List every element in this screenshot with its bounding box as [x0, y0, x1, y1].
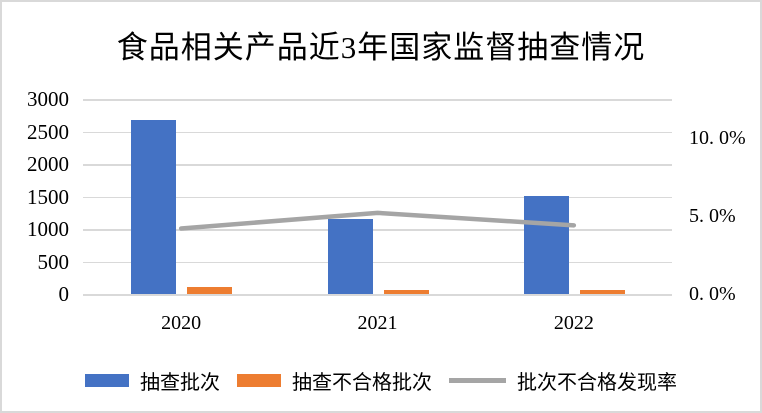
- x-axis-label-2022: 2022: [553, 312, 594, 334]
- legend-swatch-sampled-batches: [85, 374, 129, 387]
- bar-failed-batches-2021: [383, 290, 429, 294]
- left-axis-tick: 0: [58, 282, 70, 306]
- legend-label-sampled-batches: 抽查批次: [140, 372, 220, 394]
- legend-item-failure-rate: 批次不合格发现率: [449, 366, 677, 395]
- line-failure-rate: [178, 210, 577, 231]
- left-axis-tick: 2000: [27, 152, 69, 176]
- gridline: [83, 196, 672, 198]
- legend: 抽查批次 抽查不合格批次 批次不合格发现率: [2, 366, 760, 395]
- bar-failed-batches-2020: [187, 286, 233, 294]
- legend-swatch-failed-batches: [237, 374, 281, 387]
- bar-sampled-batches-2022: [523, 195, 569, 294]
- gridline: [83, 164, 672, 166]
- right-axis-tick: 10. 0%: [689, 127, 746, 149]
- bar-sampled-batches-2021: [327, 218, 373, 294]
- left-axis-tick: 2500: [27, 119, 69, 144]
- x-axis-label-2020: 2020: [161, 312, 202, 334]
- left-axis-tick: 1000: [27, 217, 69, 241]
- gridline: [83, 261, 672, 263]
- legend-label-failed-batches: 抽查不合格批次: [292, 372, 432, 394]
- left-axis-tick: 1500: [27, 184, 69, 209]
- gridline: [83, 131, 672, 133]
- bar-failed-batches-2022: [579, 289, 625, 294]
- chart-title: 食品相关产品近3年国家监督抽查情况: [116, 30, 646, 65]
- gridline: [83, 294, 672, 296]
- left-axis-tick: 500: [37, 249, 70, 274]
- right-axis-tick: 5. 0%: [689, 205, 736, 227]
- left-axis-tick: 3000: [27, 87, 69, 111]
- x-axis-label-2021: 2021: [357, 312, 398, 334]
- legend-item-failed-batches: 抽查不合格批次: [237, 366, 432, 395]
- gridline: [83, 99, 672, 101]
- legend-item-sampled-batches: 抽查批次: [85, 366, 220, 395]
- legend-label-failure-rate: 批次不合格发现率: [517, 372, 677, 394]
- bar-sampled-batches-2020: [131, 120, 177, 294]
- right-axis-tick: 0. 0%: [689, 283, 736, 305]
- legend-swatch-failure-rate: [449, 378, 506, 383]
